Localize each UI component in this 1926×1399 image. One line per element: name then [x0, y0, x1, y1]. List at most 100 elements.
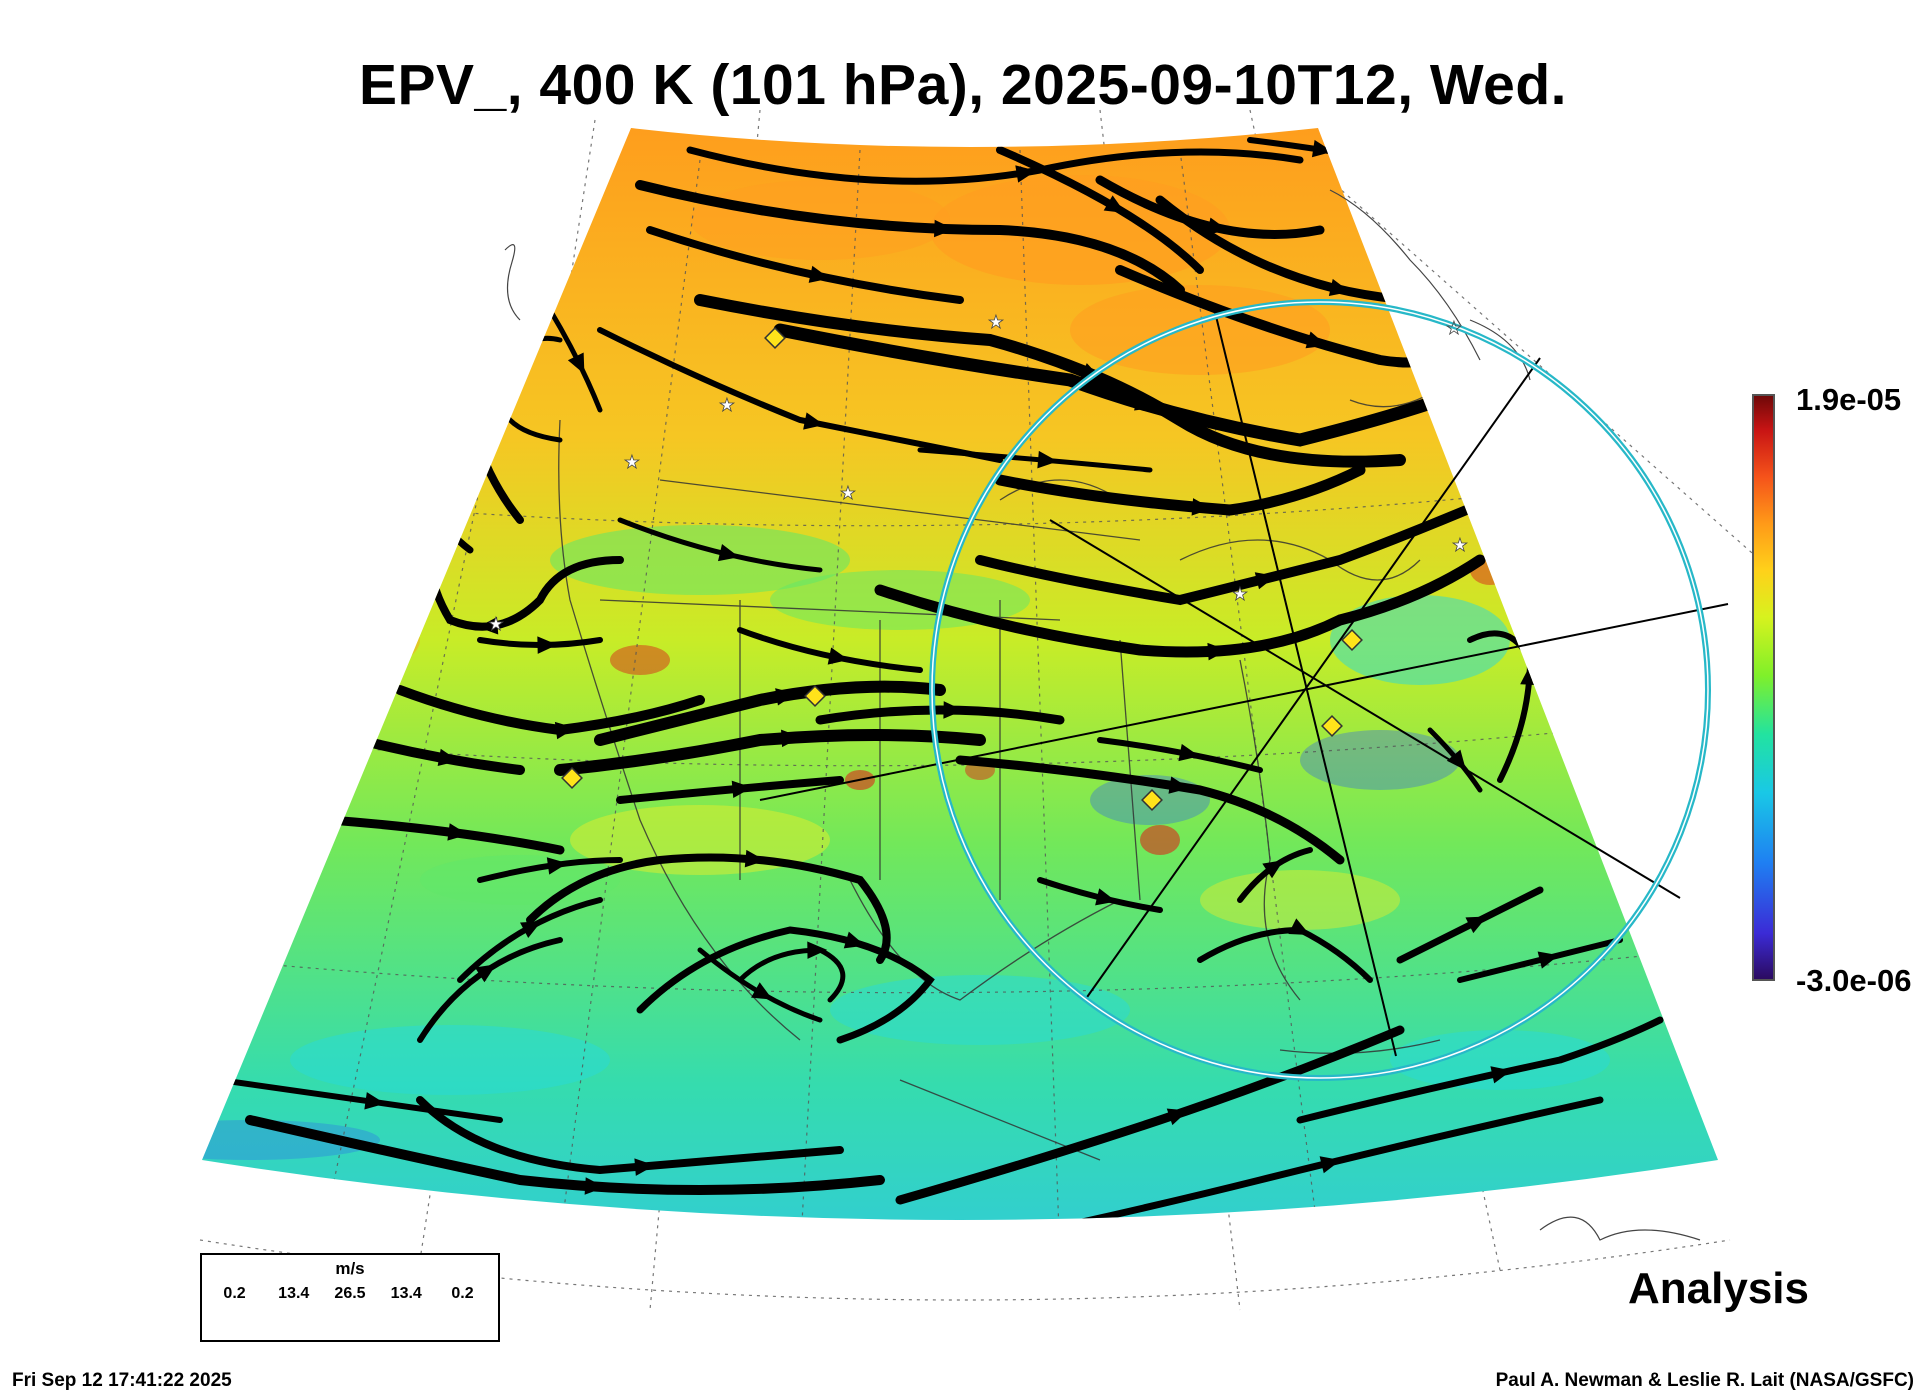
epv-patch: [1390, 1030, 1610, 1090]
streamline-arrow-icon: [1166, 1108, 1189, 1126]
streamline-arrow-icon: [781, 729, 802, 748]
wind-streamline: [617, 517, 823, 573]
streamline-arrow-icon: [1134, 393, 1156, 411]
streamline-arrow-icon: [546, 857, 568, 875]
streamline-arrow-icon: [1207, 642, 1228, 661]
streamline-arrow-icon: [744, 849, 766, 868]
wind-streamline: [597, 327, 1003, 463]
wind-streamline: [646, 226, 964, 304]
wind-streamline: [994, 464, 1366, 516]
epv-patch: [610, 645, 670, 675]
station-diamond-icon: [764, 327, 786, 349]
wind-streamline: [616, 776, 844, 804]
wind-streamline: [1097, 737, 1263, 773]
epv-patch: [300, 610, 420, 670]
streamline-arrow-icon: [554, 721, 576, 740]
epv-field: [202, 128, 1718, 1220]
streamline-arrow-icon: [447, 823, 469, 841]
epv-patch: [830, 975, 1130, 1045]
streamline-arrow-icon: [1178, 743, 1200, 762]
station-star-icon: ★: [988, 312, 1004, 333]
wind-streamline: [554, 729, 986, 776]
streamline-arrow-icon: [1206, 217, 1228, 235]
station-diamond-icon: [1341, 629, 1363, 651]
streamline-arrow-icon: [934, 219, 955, 238]
streamline-arrow-icon: [943, 701, 964, 719]
wind-streamline: [815, 705, 1065, 725]
station-star-icon: ★: [1446, 318, 1462, 339]
streamline-arrow-icon: [477, 616, 499, 635]
streamline-arrow-icon: [1191, 498, 1212, 516]
wind-legend-label: 26.5: [334, 1285, 366, 1302]
streamline-arrow-icon: [803, 412, 825, 430]
streamline-arrow-icon: [1168, 776, 1190, 794]
wind-legend-label: 0.2: [223, 1285, 246, 1302]
cross-section-lines: [759, 311, 1729, 1057]
station-star-icon: ★: [1232, 584, 1248, 605]
streamline-arrow-icon: [411, 449, 429, 472]
epv-patch: [1200, 870, 1400, 930]
streamline-arrow-icon: [414, 1195, 435, 1213]
colorbar-max-label: 1.9e-05: [1796, 382, 1902, 417]
wind-streamline: [594, 680, 946, 746]
wind-legend-label: 0.2: [451, 1285, 474, 1302]
streamline-arrow-icon: [843, 931, 866, 949]
map-title: EPV_, 400 K (101 hPa), 2025-09-10T12, We…: [358, 53, 1568, 117]
streamline-arrow-icon: [807, 941, 828, 959]
wind-streamline: [1296, 1016, 1664, 1124]
epv-patch: [1300, 730, 1460, 790]
station-diamond-icon: [561, 767, 583, 789]
epv-patch: [290, 1025, 610, 1095]
streamline-arrow-icon: [1095, 888, 1117, 906]
wind-streamline: [416, 1096, 844, 1175]
wind-streamline: [694, 294, 1406, 468]
streamline-arrow-icon: [1015, 165, 1037, 183]
wind-legend-unit: m/s: [335, 1259, 365, 1278]
streamline-arrow-icon: [1254, 572, 1277, 590]
station-star-icon: ★: [719, 395, 735, 416]
streamline-arrow-icon: [537, 636, 558, 654]
epv-patch: [1330, 595, 1510, 685]
wind-streamline: [955, 755, 1345, 865]
wind-streamline: [635, 180, 1185, 295]
wind-legend-label: 13.4: [390, 1285, 422, 1302]
streamline-arrow-icon: [808, 265, 830, 283]
wind-streamline: [416, 386, 474, 554]
wind-streamline: [245, 1115, 885, 1195]
streamline-arrow-icon: [1319, 1156, 1341, 1174]
station-star-icon: ★: [624, 452, 640, 473]
wind-speed-legend: m/s 0.2 13.4 26.5 13.4 0.2: [200, 1253, 500, 1342]
streamline-arrow-icon: [584, 1177, 605, 1195]
analysis-label: Analysis: [1628, 1264, 1809, 1313]
station-diamond-icon: [804, 685, 826, 707]
wind-streamline: [975, 495, 1495, 606]
station-diamond-icon: [1321, 715, 1343, 737]
station-diamond-icon: [1141, 789, 1163, 811]
station-star-icon: ★: [840, 483, 856, 504]
streamline-arrow-icon: [634, 1158, 655, 1176]
streamline-arrow-icon: [474, 964, 497, 983]
epv-patch: [1140, 825, 1180, 855]
footer-credit: Paul A. Newman & Leslie R. Lait (NASA/GS…: [1495, 1370, 1914, 1391]
streamline-arrow-icon: [468, 419, 486, 442]
wind-legend-label: 13.4: [278, 1285, 310, 1302]
colorbar-min-label: -3.0e-06: [1796, 963, 1912, 998]
epv-patch: [550, 525, 850, 595]
streamline-arrow-icon: [489, 387, 507, 409]
streamline-arrow-icon: [1537, 951, 1559, 969]
vortex-ring: [929, 299, 1711, 1081]
streamline-arrow-icon: [364, 1092, 386, 1110]
streamline-arrow-icon: [1305, 331, 1327, 349]
streamline-arrow-icon: [731, 780, 753, 799]
streamline-arrow-icon: [519, 921, 542, 939]
streamline-arrow-icon: [437, 748, 459, 767]
streamline-arrow-icon: [1446, 749, 1467, 771]
wind-streamline: [526, 853, 891, 964]
streamline-arrow-icon: [1328, 278, 1351, 297]
epv-patch: [930, 175, 1230, 285]
footer-timestamp: Fri Sep 12 17:41:22 2025: [12, 1370, 232, 1391]
streamline-arrow-icon: [1288, 918, 1310, 936]
wind-streamline: [737, 627, 923, 673]
wind-streamline: [895, 1025, 1405, 1205]
streamline-arrow-icon: [775, 688, 797, 706]
